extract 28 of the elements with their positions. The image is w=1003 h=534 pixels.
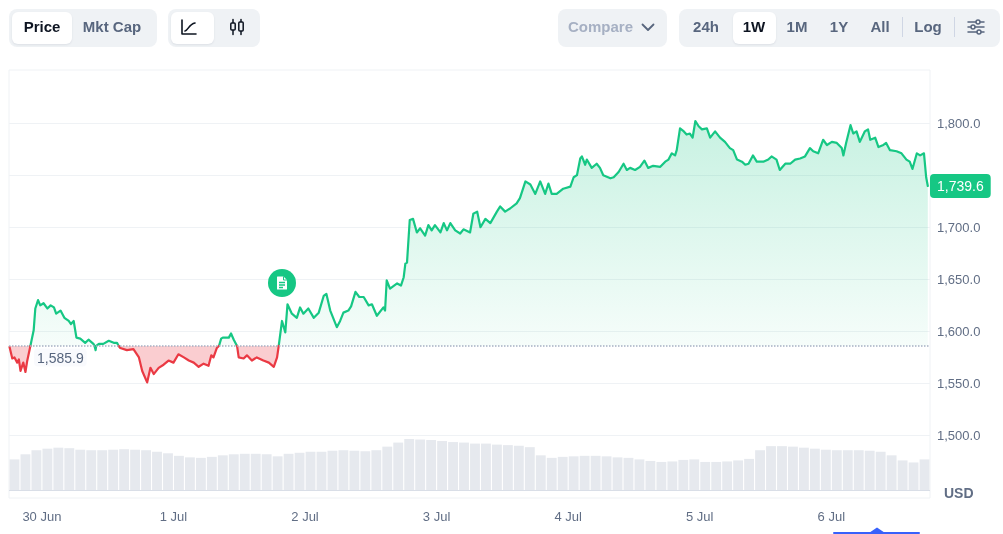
text: 24h <box>693 18 719 36</box>
y-tick-label: 1,650.0 <box>937 271 981 287</box>
text: Mkt Cap <box>82 18 142 36</box>
y-tick-label: 1,700.0 <box>937 219 981 235</box>
text: Compare <box>568 18 634 36</box>
bar <box>623 457 634 490</box>
text: Price <box>23 18 61 36</box>
text: Log <box>914 18 942 36</box>
bar <box>305 451 316 490</box>
bar <box>612 457 623 490</box>
y-tick-label: 1,500.0 <box>937 428 981 444</box>
x-tick-label: 3 Jul <box>422 509 451 524</box>
bar <box>316 451 327 490</box>
x-tick-label: 30 Jun <box>22 509 62 524</box>
ref-line-label: 1,585.9 <box>37 349 84 366</box>
x-tick-label: 1 Jul <box>159 509 188 524</box>
y-tick-label: 1,550.0 <box>937 375 981 391</box>
y-tick-label: 1,600.0 <box>937 323 981 339</box>
x-tick-label: 2 Jul <box>291 509 319 524</box>
x-tick-label: 5 Jul <box>686 509 714 524</box>
x-tick-label: 4 Jul <box>554 509 583 524</box>
y-tick-label: 1,800.0 <box>937 115 981 131</box>
text: 1W <box>742 18 766 36</box>
y-axis-title: USD <box>944 485 974 501</box>
text: All <box>870 18 890 36</box>
text: 1M <box>786 18 808 36</box>
text: 1Y <box>829 18 849 36</box>
x-tick-label: 6 Jul <box>817 509 846 524</box>
